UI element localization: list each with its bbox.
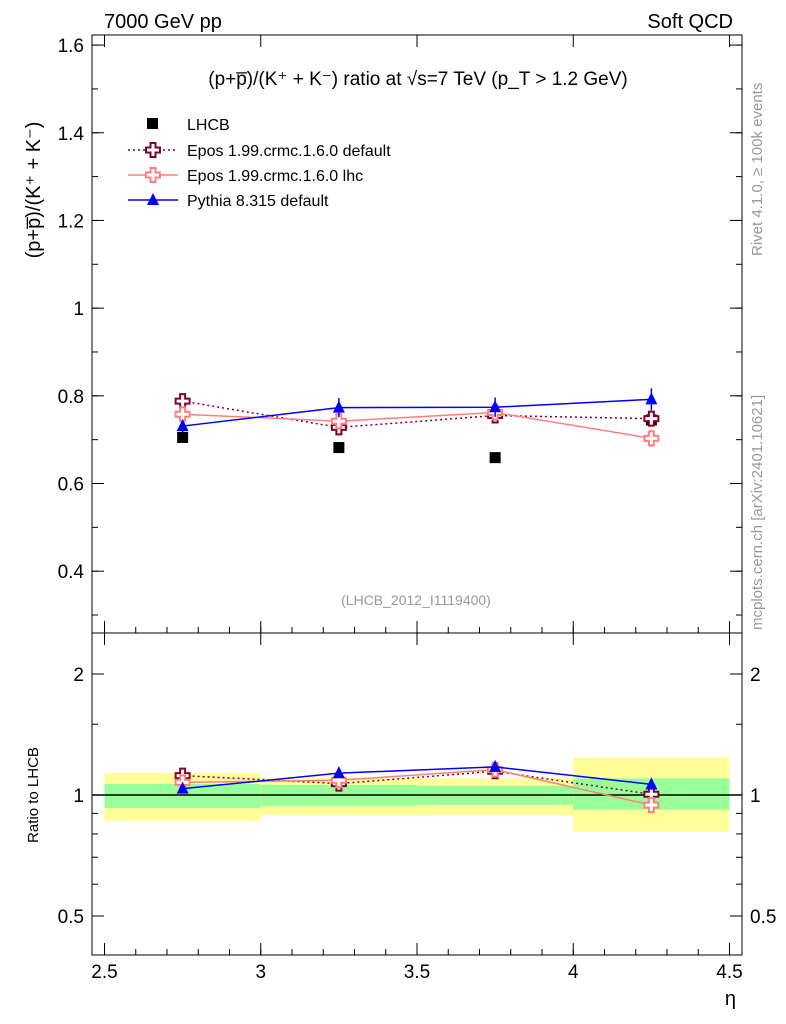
ratio-y-tick-label-right: 1 bbox=[750, 786, 761, 807]
x-tick-label: 4.5 bbox=[716, 962, 742, 983]
series-line-1 bbox=[182, 411, 652, 440]
series-point-0 bbox=[643, 410, 660, 427]
ratio-point-2 bbox=[489, 759, 502, 772]
series-point-2 bbox=[332, 400, 345, 413]
series-point-1 bbox=[174, 406, 191, 423]
legend-marker-0 bbox=[145, 142, 161, 158]
y-tick-label: 0.4 bbox=[58, 562, 85, 583]
ratio-y-tick-label-right: 2 bbox=[750, 665, 761, 686]
x-tick-label: 4 bbox=[568, 962, 579, 983]
data-point-lhcb bbox=[333, 442, 345, 454]
x-axis-label: η bbox=[725, 988, 736, 1010]
y-tick-label: 1 bbox=[73, 299, 84, 320]
x-tick-label: 3 bbox=[255, 962, 266, 983]
legend-label-lhcb: LHCB bbox=[187, 117, 230, 134]
side-mcplots: mcplots.cern.ch [arXiv:2401.10621] bbox=[749, 395, 766, 630]
ratio-y-axis-label: Ratio to LHCB bbox=[25, 747, 42, 843]
series-point-2 bbox=[489, 400, 502, 413]
legend-label-1: Epos 1.99.crmc.1.6.0 lhc bbox=[187, 168, 363, 185]
ratio-line-2 bbox=[182, 766, 652, 790]
x-tick-label: 3.5 bbox=[404, 962, 430, 983]
legend-marker-lhcb bbox=[147, 118, 158, 129]
legend-marker-2 bbox=[147, 193, 159, 205]
series-point-0 bbox=[174, 393, 191, 410]
legend-marker-1 bbox=[145, 167, 161, 183]
series-line-2 bbox=[182, 398, 652, 427]
series-line-0 bbox=[182, 400, 652, 429]
ratio-y-tick-label: 1 bbox=[73, 786, 84, 807]
ratio-point-2 bbox=[645, 777, 658, 790]
legend-label-0: Epos 1.99.crmc.1.6.0 default bbox=[187, 143, 391, 160]
ratio-y-tick-label-right: 0.5 bbox=[750, 907, 776, 928]
analysis-id: (LHCB_2012_I1119400) bbox=[341, 592, 491, 608]
series-point-1 bbox=[643, 430, 660, 447]
y-tick-label: 1.4 bbox=[58, 124, 85, 145]
series-point-2 bbox=[176, 419, 189, 432]
y-tick-label: 1.2 bbox=[58, 211, 84, 232]
ratio-y-tick-label: 2 bbox=[73, 665, 84, 686]
series-point-2 bbox=[645, 392, 658, 405]
data-point-lhcb bbox=[489, 452, 501, 464]
header-left: 7000 GeV pp bbox=[104, 11, 222, 33]
legend-label-2: Pythia 8.315 default bbox=[187, 193, 329, 210]
ratio-point-1 bbox=[643, 797, 660, 814]
ratio-y-tick-label: 0.5 bbox=[58, 907, 84, 928]
x-tick-label: 2.5 bbox=[91, 962, 117, 983]
ratio-point-2 bbox=[332, 766, 345, 779]
side-rivet: Rivet 4.1.0, ≥ 100k events bbox=[749, 83, 766, 256]
header-right: Soft QCD bbox=[647, 11, 733, 33]
y-tick-label: 0.6 bbox=[58, 475, 84, 496]
ratio-point-2 bbox=[176, 781, 189, 794]
y-tick-label: 0.8 bbox=[58, 387, 84, 408]
chart-title: (p+p̅)/(K⁺ + K⁻) ratio at √s=7 TeV (p_T … bbox=[208, 69, 627, 90]
series-point-1 bbox=[330, 413, 347, 430]
y-axis-label: (p+p̅)/(K⁺ + K⁻) bbox=[23, 122, 45, 259]
y-tick-label: 1.6 bbox=[58, 36, 84, 57]
data-point-lhcb bbox=[177, 431, 189, 443]
